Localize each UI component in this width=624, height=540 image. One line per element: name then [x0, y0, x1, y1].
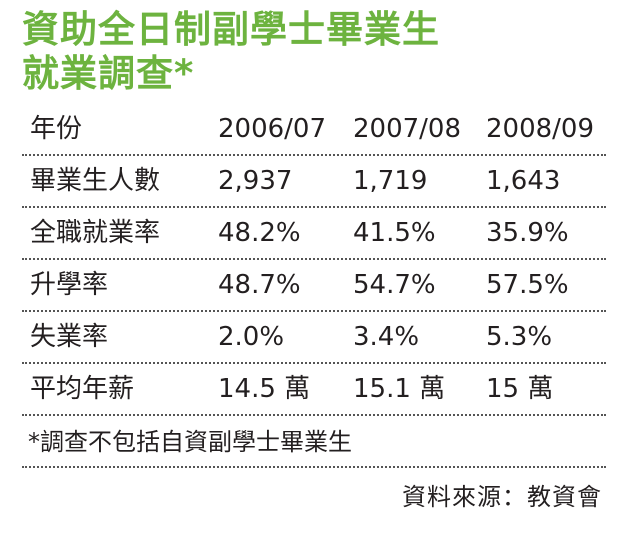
table-row: 畢業生人數 2,937 1,719 1,643 — [22, 156, 606, 208]
row-label-average-salary: 平均年薪 — [30, 374, 135, 404]
table-cell: 35.9% — [486, 218, 569, 248]
row-label-unemployment: 失業率 — [30, 322, 109, 352]
title-line-2: 就業調查* — [22, 52, 195, 95]
header-cell-2008-09: 2008/09 — [486, 114, 595, 144]
table-cell: 15.1 萬 — [353, 374, 446, 404]
source-credit: 資料來源：教資會 — [402, 483, 602, 511]
table-cell: 14.5 萬 — [218, 374, 311, 404]
row-label-further-study: 升學率 — [30, 270, 109, 300]
table-cell: 2,937 — [218, 166, 293, 196]
table-cell: 3.4% — [353, 322, 420, 352]
footnote: *調查不包括自資副學士畢業生 — [22, 416, 606, 468]
table-cell: 57.5% — [486, 270, 569, 300]
table-row: 升學率 48.7% 54.7% 57.5% — [22, 260, 606, 312]
table-cell: 54.7% — [353, 270, 436, 300]
table-cell: 5.3% — [486, 322, 553, 352]
table-row: 全職就業率 48.2% 41.5% 35.9% — [22, 208, 606, 260]
row-label-fulltime-employment: 全職就業率 — [30, 218, 161, 248]
table-cell: 2.0% — [218, 322, 285, 352]
table-row: 平均年薪 14.5 萬 15.1 萬 15 萬 — [22, 364, 606, 416]
header-cell-2007-08: 2007/08 — [353, 114, 462, 144]
table-header-row: 年份 2006/07 2007/08 2008/09 — [22, 104, 606, 156]
table-cell: 48.7% — [218, 270, 301, 300]
header-cell-year-label: 年份 — [30, 114, 83, 144]
data-table: 年份 2006/07 2007/08 2008/09 畢業生人數 2,937 1… — [22, 104, 606, 416]
table-row: 失業率 2.0% 3.4% 5.3% — [22, 312, 606, 364]
header-cell-2006-07: 2006/07 — [218, 114, 327, 144]
table-cell: 1,719 — [353, 166, 428, 196]
chart-title: 資助全日制副學士畢業生 就業調查* — [22, 8, 440, 96]
table-cell: 48.2% — [218, 218, 301, 248]
table-cell: 41.5% — [353, 218, 436, 248]
row-label-graduates: 畢業生人數 — [30, 166, 161, 196]
table-cell: 1,643 — [486, 166, 561, 196]
table-cell: 15 萬 — [486, 374, 554, 404]
title-line-1: 資助全日制副學士畢業生 — [22, 8, 440, 51]
